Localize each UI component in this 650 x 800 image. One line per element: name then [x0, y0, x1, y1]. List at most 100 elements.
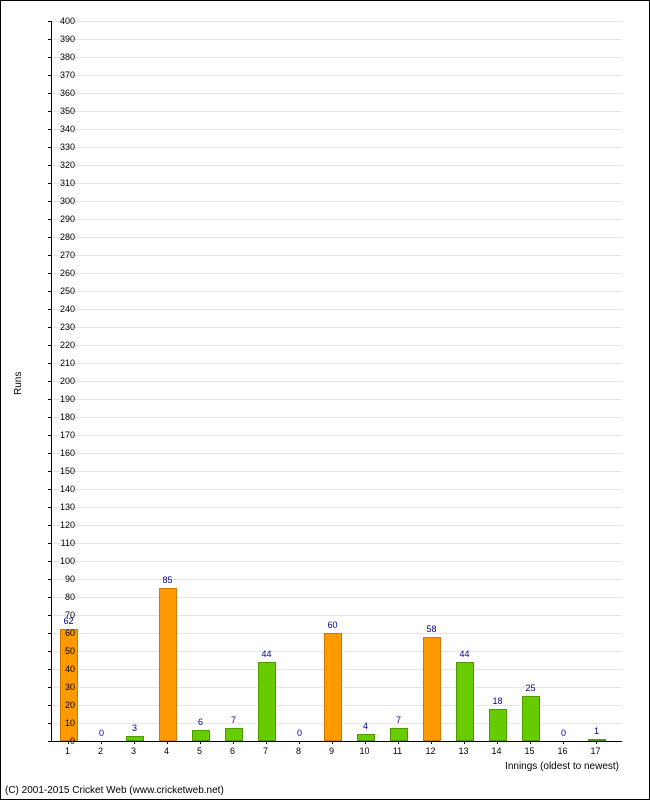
bar-value-label: 18: [486, 696, 510, 706]
bar: [225, 728, 243, 741]
y-tick-label: 270: [51, 251, 75, 260]
y-tick-label: 360: [51, 89, 75, 98]
gridline: [52, 201, 622, 202]
y-tick-label: 280: [51, 233, 75, 242]
x-tick-label: 2: [91, 746, 111, 756]
gridline: [52, 579, 622, 580]
y-tick-label: 190: [51, 395, 75, 404]
gridline: [52, 525, 622, 526]
x-tick: [365, 741, 366, 744]
gridline: [52, 183, 622, 184]
y-tick-label: 320: [51, 161, 75, 170]
y-tick-label: 0: [51, 737, 75, 746]
gridline: [52, 507, 622, 508]
gridline: [52, 597, 622, 598]
y-tick-label: 70: [51, 611, 75, 620]
gridline: [52, 399, 622, 400]
gridline: [52, 21, 622, 22]
x-tick-label: 13: [454, 746, 474, 756]
gridline: [52, 615, 622, 616]
bar: [423, 637, 441, 741]
gridline: [52, 93, 622, 94]
gridline: [52, 165, 622, 166]
bar-value-label: 85: [156, 575, 180, 585]
y-tick-label: 20: [51, 701, 75, 710]
x-tick-label: 14: [487, 746, 507, 756]
gridline: [52, 345, 622, 346]
gridline: [52, 435, 622, 436]
bar: [192, 730, 210, 741]
x-tick-label: 5: [190, 746, 210, 756]
bar-value-label: 7: [222, 715, 246, 725]
x-tick: [563, 741, 564, 744]
x-tick-label: 8: [289, 746, 309, 756]
bar-value-label: 3: [123, 723, 147, 733]
y-tick-label: 100: [51, 557, 75, 566]
y-tick-label: 300: [51, 197, 75, 206]
bar: [357, 734, 375, 741]
y-tick-label: 110: [51, 539, 75, 548]
bar-value-label: 4: [354, 721, 378, 731]
y-tick-label: 220: [51, 341, 75, 350]
x-tick: [596, 741, 597, 744]
y-tick-label: 160: [51, 449, 75, 458]
y-tick-label: 40: [51, 665, 75, 674]
x-tick: [497, 741, 498, 744]
bar-value-label: 58: [420, 624, 444, 634]
x-tick: [299, 741, 300, 744]
y-tick-label: 350: [51, 107, 75, 116]
bar-value-label: 44: [255, 649, 279, 659]
gridline: [52, 543, 622, 544]
y-tick-label: 330: [51, 143, 75, 152]
y-tick-label: 370: [51, 71, 75, 80]
bar: [489, 709, 507, 741]
x-tick-label: 12: [421, 746, 441, 756]
bar-value-label: 6: [189, 717, 213, 727]
y-tick-label: 120: [51, 521, 75, 530]
x-tick-label: 3: [124, 746, 144, 756]
bar: [588, 739, 606, 741]
plot-area: 6203856744060475844182501: [51, 21, 622, 742]
x-tick: [266, 741, 267, 744]
gridline: [52, 273, 622, 274]
y-tick-label: 250: [51, 287, 75, 296]
x-tick: [101, 741, 102, 744]
gridline: [52, 489, 622, 490]
gridline: [52, 147, 622, 148]
y-tick-label: 30: [51, 683, 75, 692]
y-tick-label: 210: [51, 359, 75, 368]
x-tick: [464, 741, 465, 744]
x-tick: [167, 741, 168, 744]
gridline: [52, 471, 622, 472]
y-tick-label: 180: [51, 413, 75, 422]
y-tick-label: 170: [51, 431, 75, 440]
bar: [390, 728, 408, 741]
gridline: [52, 129, 622, 130]
y-tick-label: 390: [51, 35, 75, 44]
bar-value-label: 60: [321, 620, 345, 630]
gridline: [52, 237, 622, 238]
gridline: [52, 111, 622, 112]
x-tick-label: 16: [553, 746, 573, 756]
gridline: [52, 39, 622, 40]
bar-value-label: 7: [387, 715, 411, 725]
y-tick-label: 340: [51, 125, 75, 134]
gridline: [52, 291, 622, 292]
bar-value-label: 1: [585, 726, 609, 736]
bar-value-label: 0: [90, 728, 114, 738]
bar: [126, 736, 144, 741]
gridline: [52, 219, 622, 220]
y-tick-label: 80: [51, 593, 75, 602]
y-tick-label: 50: [51, 647, 75, 656]
y-tick-label: 240: [51, 305, 75, 314]
y-tick-label: 230: [51, 323, 75, 332]
x-tick-label: 6: [223, 746, 243, 756]
gridline: [52, 417, 622, 418]
x-tick-label: 1: [58, 746, 78, 756]
x-tick: [134, 741, 135, 744]
chart-frame: Runs 6203856744060475844182501 010203040…: [0, 0, 650, 800]
gridline: [52, 453, 622, 454]
gridline: [52, 327, 622, 328]
y-tick-label: 200: [51, 377, 75, 386]
gridline: [52, 75, 622, 76]
